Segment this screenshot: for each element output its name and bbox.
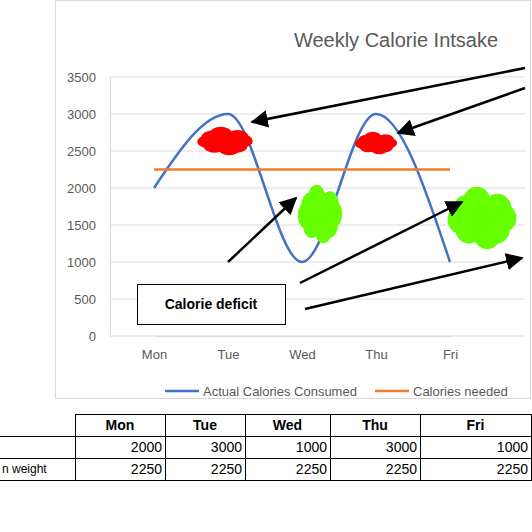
y-tick-label: 3500 bbox=[67, 70, 96, 85]
table: Mon Tue Wed Thu Fri 2000 3000 1000 3000 1000 n wei… bbox=[0, 415, 532, 481]
y-tick: 2500 bbox=[67, 144, 110, 159]
cell bbox=[331, 437, 421, 459]
x-tick-label: Thu bbox=[365, 347, 387, 362]
cell-value: 2250 bbox=[386, 461, 417, 477]
cell-value: 2250 bbox=[211, 461, 242, 477]
x-axis-line bbox=[155, 336, 451, 337]
surplus-highlight bbox=[197, 127, 253, 155]
series-line bbox=[154, 114, 450, 262]
legend-swatch bbox=[375, 390, 409, 393]
x-tick: Thu bbox=[365, 336, 387, 362]
y-tick: 3500 bbox=[67, 70, 110, 85]
y-axis: 0 500 1000 1500 2000 2500 3000 3500 bbox=[67, 70, 110, 344]
cell-value: 1000 bbox=[296, 439, 327, 455]
cell bbox=[331, 459, 421, 481]
arrow bbox=[305, 258, 522, 309]
scribble bbox=[477, 209, 505, 238]
legend-label: Actual Calories Consumed bbox=[203, 384, 357, 399]
annotation: Calorie deficit bbox=[165, 296, 258, 312]
arrow bbox=[252, 68, 525, 122]
arrow bbox=[228, 198, 296, 262]
grid-line bbox=[110, 262, 525, 263]
y-tick-label: 3000 bbox=[67, 107, 96, 122]
y-tick: 0 bbox=[89, 329, 110, 344]
header-cell bbox=[331, 415, 421, 437]
y-tick-label: 2500 bbox=[67, 144, 96, 159]
column-head: Thu bbox=[362, 417, 388, 433]
chart-frame bbox=[56, 1, 531, 399]
y-tick: 1000 bbox=[67, 255, 110, 270]
row-line bbox=[0, 458, 75, 459]
y-tick-label: 1000 bbox=[67, 255, 96, 270]
arrow bbox=[300, 202, 462, 283]
y-tick-label: 1500 bbox=[67, 218, 96, 233]
x-tick: Mon bbox=[142, 336, 167, 362]
x-tick: Tue bbox=[218, 336, 240, 362]
scribble bbox=[317, 205, 335, 233]
grid bbox=[110, 77, 525, 336]
x-tick: Fri bbox=[443, 336, 458, 362]
header-cell bbox=[421, 415, 532, 437]
title: Weekly Calorie Intsake bbox=[294, 29, 498, 51]
annotation-box bbox=[138, 285, 286, 325]
x-tick: Wed bbox=[289, 336, 316, 362]
column-head: Fri bbox=[467, 417, 485, 433]
deficit-highlight bbox=[448, 187, 517, 249]
column-head: Wed bbox=[273, 417, 302, 433]
x-tick-label: Wed bbox=[289, 347, 316, 362]
cell bbox=[166, 459, 246, 481]
y-tick-label: 500 bbox=[74, 292, 96, 307]
cell bbox=[76, 437, 166, 459]
header-cell bbox=[166, 415, 246, 437]
header-cell bbox=[76, 415, 166, 437]
y-axis-line bbox=[110, 78, 111, 337]
cell-value: 3000 bbox=[386, 439, 417, 455]
y-tick: 3000 bbox=[67, 107, 110, 122]
cell bbox=[76, 459, 166, 481]
scribble bbox=[221, 137, 243, 150]
highlights bbox=[197, 127, 516, 249]
column-head: Mon bbox=[106, 417, 135, 433]
plot-area bbox=[154, 114, 450, 262]
y-tick-label: 2000 bbox=[67, 181, 96, 196]
y-tick: 1500 bbox=[67, 218, 110, 233]
cell bbox=[166, 437, 246, 459]
cell-value: 2250 bbox=[131, 461, 162, 477]
arrows bbox=[228, 68, 525, 309]
cell bbox=[421, 437, 532, 459]
arrow bbox=[398, 88, 525, 133]
column-head: Tue bbox=[193, 417, 217, 433]
x-tick-label: Fri bbox=[443, 347, 458, 362]
deficit-highlight bbox=[298, 185, 342, 244]
cell-value: 1000 bbox=[497, 439, 528, 455]
row-label: n weight bbox=[2, 462, 47, 476]
grid-line bbox=[110, 336, 525, 337]
grid-line bbox=[110, 114, 525, 115]
page: Weekly Calorie Intsake 0 500 1000 1500 2000 25… bbox=[0, 0, 532, 532]
y-tick: 2000 bbox=[67, 181, 110, 196]
y-tick-label: 0 bbox=[89, 329, 96, 344]
x-axis: Mon Tue Wed Thu Fri bbox=[142, 336, 458, 362]
scribble bbox=[373, 140, 390, 151]
cell-value: 3000 bbox=[211, 439, 242, 455]
legend-label: Calories needed bbox=[413, 384, 508, 399]
cell-value: 2250 bbox=[296, 461, 327, 477]
header-cell bbox=[246, 415, 331, 437]
x-tick-label: Mon bbox=[142, 347, 167, 362]
cell-value: 2000 bbox=[131, 439, 162, 455]
series-line bbox=[154, 168, 450, 171]
grid-line bbox=[110, 151, 525, 152]
cell-value: 2250 bbox=[497, 461, 528, 477]
cell bbox=[246, 459, 331, 481]
surplus-highlight bbox=[355, 132, 397, 155]
row-line bbox=[0, 436, 75, 437]
grid-line bbox=[110, 77, 525, 78]
y-tick: 500 bbox=[74, 292, 110, 307]
cell bbox=[421, 459, 532, 481]
legend-swatch bbox=[165, 390, 199, 393]
legend: Actual Calories Consumed Calories needed bbox=[165, 384, 508, 399]
x-tick-label: Tue bbox=[218, 347, 240, 362]
cell bbox=[246, 437, 331, 459]
